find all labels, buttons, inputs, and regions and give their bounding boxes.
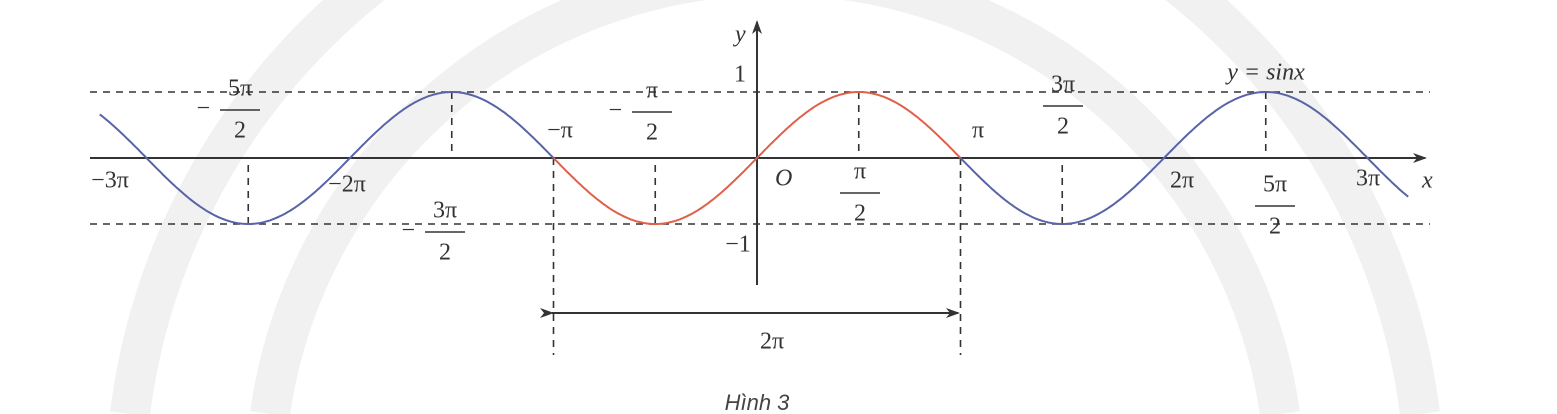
period-label: 2π [760, 329, 784, 355]
fraction-sign: − [608, 98, 622, 124]
sine-curve [959, 91, 1409, 225]
x-label: π [972, 118, 984, 144]
x-label: 2π [1170, 168, 1194, 194]
curve-label: y = sinx [1225, 60, 1305, 86]
y-label: −1 [725, 232, 751, 258]
sine-curve-period [552, 91, 962, 225]
fraction-numerator: 5π [228, 76, 252, 102]
fraction-denominator: 2 [646, 120, 658, 146]
fraction-sign: − [401, 218, 415, 244]
fraction-denominator: 2 [439, 240, 451, 266]
fraction-numerator: π [646, 78, 658, 104]
sine-curve [99, 91, 555, 225]
fraction-denominator: 2 [854, 201, 866, 227]
guides [90, 91, 1430, 225]
x-label: −π [547, 118, 573, 144]
caption: Hình 3 [725, 390, 791, 414]
fraction-numerator: π [854, 159, 866, 185]
fraction-denominator: 2 [234, 118, 246, 144]
x-label: −2π [328, 172, 366, 198]
fraction-denominator: 2 [1057, 114, 1069, 140]
fraction-sign: − [196, 96, 210, 122]
x-label: −3π [91, 168, 129, 194]
origin-label: O [775, 166, 792, 192]
fraction-numerator: 3π [1051, 72, 1075, 98]
y-axis-label: y [733, 22, 746, 48]
x-axis-label: x [1421, 168, 1433, 194]
fraction-denominator: 2 [1269, 214, 1281, 240]
fraction-numerator: 3π [433, 198, 457, 224]
watermark [110, 0, 1440, 414]
fraction-numerator: 5π [1263, 172, 1287, 198]
y-label: 1 [734, 62, 746, 88]
x-label: 3π [1356, 166, 1380, 192]
